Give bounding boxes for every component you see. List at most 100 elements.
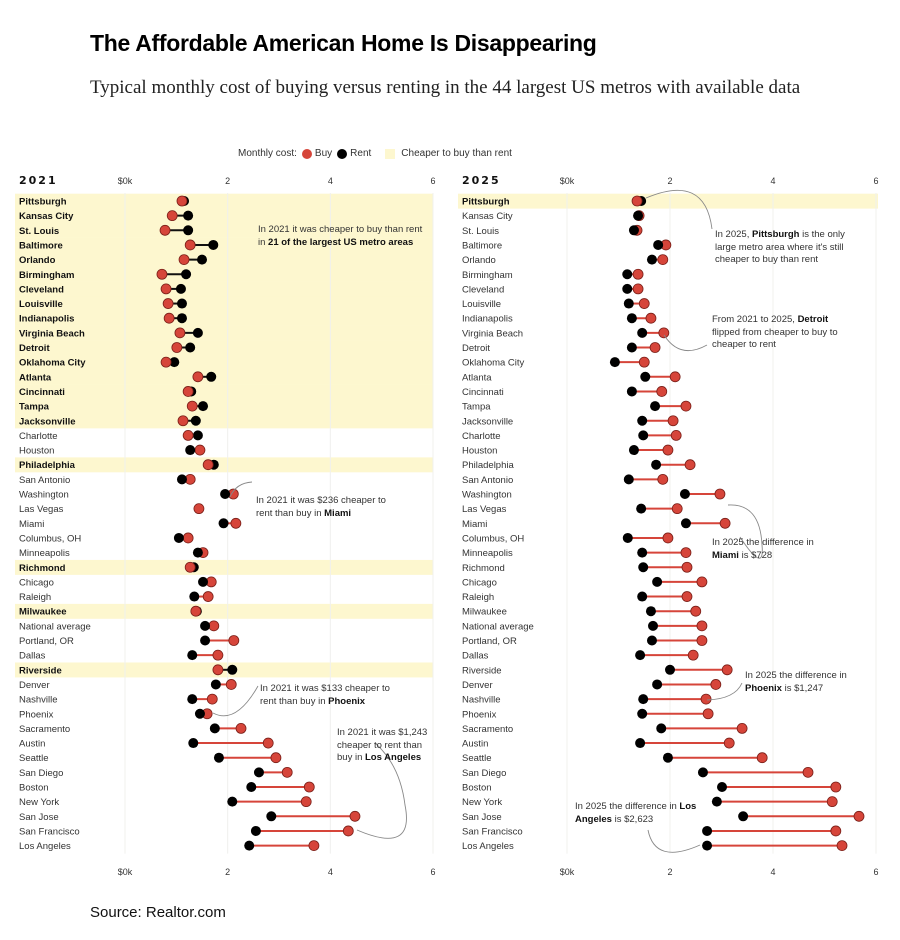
- buy-dot: [662, 532, 674, 544]
- rent-dot: [192, 547, 203, 558]
- rent-dot: [637, 415, 648, 426]
- buy-dot: [670, 429, 682, 441]
- rent-dot: [651, 459, 662, 470]
- metro-label: Jacksonville: [19, 416, 76, 427]
- buy-dot: [300, 796, 312, 808]
- metro-label: Columbus, OH: [462, 533, 524, 544]
- buy-dot: [657, 473, 669, 485]
- buy-dot: [638, 298, 650, 309]
- metro-label: Boston: [462, 783, 492, 794]
- annotation-leader-line: [212, 685, 259, 717]
- cheaper-to-buy-band: [15, 237, 433, 253]
- metro-label: Cincinnati: [462, 387, 504, 398]
- metro-label: Jacksonville: [462, 416, 513, 427]
- metro-label: San Antonio: [462, 475, 513, 486]
- rent-dot: [218, 518, 229, 529]
- x-tick-label-top: $0k: [560, 176, 575, 186]
- annotation-2021-los-angeles: In 2021 it was $1,243 cheaper to rent th…: [337, 727, 428, 763]
- metro-label: Birmingham: [462, 270, 513, 281]
- x-tick-label-bottom: 4: [328, 867, 333, 877]
- rent-dot: [662, 752, 673, 763]
- annotation-leader-line: [706, 682, 743, 701]
- buy-dot: [166, 210, 178, 222]
- rent-dot: [187, 650, 198, 661]
- rent-dot: [652, 679, 663, 690]
- rent-dot: [244, 840, 255, 851]
- buy-dot: [696, 576, 708, 588]
- buy-dot: [262, 737, 274, 749]
- buy-dot: [756, 752, 768, 764]
- annotation-leader-line: [645, 189, 713, 230]
- metro-label: Houston: [462, 446, 497, 457]
- metro-label: Philadelphia: [462, 460, 514, 471]
- buy-dot: [342, 825, 354, 837]
- buy-dot: [174, 327, 186, 339]
- rent-dot: [266, 811, 277, 822]
- buy-dot: [270, 752, 282, 764]
- rent-dot: [206, 371, 217, 382]
- metro-label: Tampa: [19, 402, 50, 413]
- panel-year-label: 2025: [462, 174, 501, 187]
- x-tick-label-bottom: 6: [873, 867, 878, 877]
- metro-label: Richmond: [19, 563, 66, 574]
- buy-dot: [176, 195, 188, 207]
- cheaper-to-buy-band: [15, 222, 433, 238]
- buy-dot: [281, 766, 293, 778]
- source-note: Source: Realtor.com: [90, 904, 226, 921]
- buy-dot: [656, 386, 668, 397]
- metro-label: Seattle: [19, 753, 49, 764]
- metro-label: Raleigh: [462, 592, 494, 603]
- metro-label: Kansas City: [19, 211, 74, 222]
- metro-label: Baltimore: [462, 240, 502, 251]
- annotation-2021-miami: In 2021 it was $236 cheaper to rent than…: [256, 495, 386, 519]
- rent-dot: [680, 518, 691, 529]
- buy-dot: [649, 342, 661, 353]
- rent-dot: [738, 811, 749, 822]
- rent-dot: [717, 782, 728, 792]
- rent-dot: [648, 620, 659, 631]
- rent-dot: [192, 327, 203, 338]
- annotation-2025-pittsburgh: In 2025, Pittsburgh is the only large me…: [715, 229, 845, 265]
- buy-dot: [190, 605, 202, 617]
- buy-dot: [349, 810, 361, 822]
- metro-label: St. Louis: [19, 226, 59, 237]
- annotation-leader-line: [356, 742, 407, 839]
- rent-dot: [198, 576, 209, 587]
- chart-title: The Affordable American Home Is Disappea…: [90, 30, 597, 56]
- buy-dot: [212, 649, 224, 661]
- panel-2025: 2025 $0k $0k 2 2 4 4 6 6 Pittsburgh Kansas City St.…: [458, 174, 879, 877]
- annotation-leader-line: [647, 829, 701, 853]
- buy-dot-icon: [301, 148, 312, 159]
- buy-dot: [182, 532, 194, 544]
- buy-dot: [303, 781, 315, 793]
- metro-label: Riverside: [19, 665, 62, 676]
- metro-label: Charlotte: [19, 431, 58, 442]
- rent-dot: [653, 239, 664, 250]
- x-tick-label-bottom: $0k: [560, 867, 575, 877]
- buy-dot: [684, 459, 696, 471]
- metro-label: Houston: [19, 446, 54, 457]
- buy-dot: [736, 723, 748, 734]
- metro-label: Tampa: [462, 402, 491, 413]
- annotation-2025-detroit: From 2021 to 2025, Detroit flipped from …: [712, 314, 838, 350]
- metro-label: Birmingham: [19, 270, 74, 281]
- rent-dot: [185, 342, 196, 353]
- buy-dot: [632, 283, 644, 295]
- metro-label: Richmond: [462, 563, 505, 574]
- rent-dot: [623, 474, 634, 485]
- rent-dot: [637, 708, 648, 719]
- buy-dot: [687, 649, 699, 661]
- annotation-leader-line: [727, 504, 763, 559]
- buy-dot: [696, 635, 708, 646]
- buy-dot: [645, 312, 657, 324]
- buy-dot: [667, 415, 679, 427]
- rent-dot: [192, 430, 203, 441]
- buy-dot: [714, 488, 726, 500]
- buy-dot: [230, 517, 242, 529]
- metro-label: San Francisco: [462, 826, 523, 837]
- metro-label: Austin: [19, 739, 45, 750]
- metro-label: Virginia Beach: [19, 328, 85, 339]
- metro-label: Charlotte: [462, 431, 501, 442]
- panel-2021: 2021 $0k $0k 2 2 4 4 6 6 Pittsburgh Kansas City St.…: [15, 174, 436, 877]
- rent-dot: [213, 752, 224, 763]
